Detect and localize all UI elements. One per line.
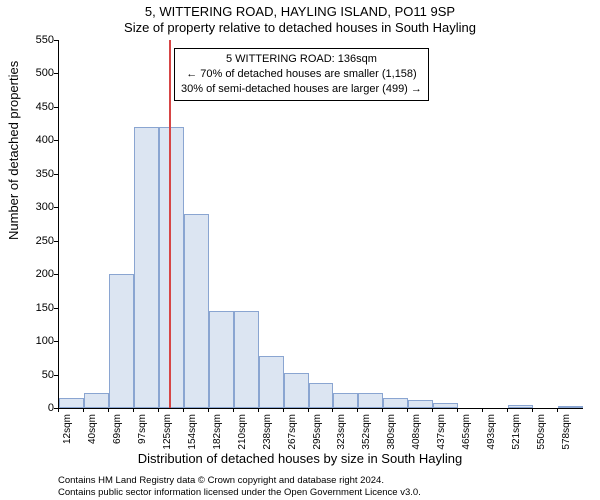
y-tick-label: 450	[26, 101, 54, 113]
annotation-line-3: 30% of semi-detached houses are larger (…	[181, 82, 422, 97]
y-tick-label: 150	[26, 302, 54, 314]
histogram-bar	[234, 311, 259, 408]
x-tick-label: 521sqm	[511, 414, 522, 464]
x-tick-mark	[382, 408, 383, 412]
y-tick-mark	[54, 241, 58, 242]
x-tick-label: 578sqm	[561, 414, 572, 464]
x-tick-label: 210sqm	[237, 414, 248, 464]
x-tick-mark	[482, 408, 483, 412]
y-tick-label: 550	[26, 34, 54, 46]
histogram-bar	[159, 127, 184, 408]
y-tick-label: 350	[26, 168, 54, 180]
x-tick-mark	[183, 408, 184, 412]
x-tick-mark	[233, 408, 234, 412]
footer-line-1: Contains HM Land Registry data © Crown c…	[58, 475, 592, 486]
x-tick-mark	[457, 408, 458, 412]
x-tick-mark	[507, 408, 508, 412]
histogram-bar	[433, 403, 458, 408]
y-tick-label: 300	[26, 201, 54, 213]
x-tick-label: 69sqm	[112, 414, 123, 464]
x-tick-mark	[557, 408, 558, 412]
x-tick-label: 323sqm	[336, 414, 347, 464]
y-axis-label: Number of detached properties	[6, 61, 21, 240]
histogram-bar	[333, 393, 358, 408]
annotation-line-1: 5 WITTERING ROAD: 136sqm	[181, 52, 422, 67]
x-tick-label: 295sqm	[312, 414, 323, 464]
histogram-bar	[309, 383, 334, 408]
x-tick-label: 267sqm	[287, 414, 298, 464]
x-tick-mark	[133, 408, 134, 412]
histogram-bar	[408, 400, 433, 408]
histogram-bar	[184, 214, 209, 408]
y-tick-label: 100	[26, 335, 54, 347]
x-tick-label: 380sqm	[386, 414, 397, 464]
y-tick-mark	[54, 40, 58, 41]
y-tick-mark	[54, 308, 58, 309]
x-tick-label: 408sqm	[411, 414, 422, 464]
histogram-bar	[358, 393, 383, 408]
histogram-bar	[259, 356, 284, 408]
x-tick-mark	[407, 408, 408, 412]
annotation-box: 5 WITTERING ROAD: 136sqm ← 70% of detach…	[174, 48, 429, 101]
x-tick-label: 125sqm	[162, 414, 173, 464]
x-tick-mark	[83, 408, 84, 412]
x-tick-mark	[158, 408, 159, 412]
footer-attribution: Contains HM Land Registry data © Crown c…	[58, 475, 592, 498]
y-tick-label: 500	[26, 67, 54, 79]
chart-title-line-1: 5, WITTERING ROAD, HAYLING ISLAND, PO11 …	[0, 4, 600, 19]
x-tick-label: 182sqm	[212, 414, 223, 464]
x-tick-mark	[308, 408, 309, 412]
footer-line-2: Contains public sector information licen…	[58, 487, 592, 498]
histogram-bar	[209, 311, 234, 408]
y-tick-mark	[54, 174, 58, 175]
x-tick-label: 97sqm	[137, 414, 148, 464]
chart-container: 5, WITTERING ROAD, HAYLING ISLAND, PO11 …	[0, 0, 600, 500]
x-tick-mark	[357, 408, 358, 412]
x-tick-mark	[283, 408, 284, 412]
x-tick-mark	[208, 408, 209, 412]
y-tick-label: 0	[26, 402, 54, 414]
histogram-bar	[508, 405, 533, 408]
y-tick-mark	[54, 207, 58, 208]
histogram-bar	[134, 127, 159, 408]
histogram-bar	[109, 274, 134, 408]
histogram-bar	[383, 398, 408, 408]
y-tick-mark	[54, 274, 58, 275]
y-tick-mark	[54, 140, 58, 141]
x-tick-label: 465sqm	[461, 414, 472, 464]
property-marker-line	[169, 40, 171, 408]
x-tick-label: 352sqm	[361, 414, 372, 464]
x-tick-label: 437sqm	[436, 414, 447, 464]
x-tick-label: 550sqm	[536, 414, 547, 464]
y-tick-label: 250	[26, 235, 54, 247]
histogram-bar	[284, 373, 309, 408]
y-tick-label: 200	[26, 268, 54, 280]
x-tick-mark	[432, 408, 433, 412]
y-tick-mark	[54, 341, 58, 342]
x-tick-mark	[258, 408, 259, 412]
x-tick-label: 40sqm	[87, 414, 98, 464]
annotation-line-2: ← 70% of detached houses are smaller (1,…	[181, 67, 422, 82]
x-tick-label: 154sqm	[187, 414, 198, 464]
x-tick-mark	[332, 408, 333, 412]
histogram-bar	[558, 406, 583, 408]
y-tick-mark	[54, 375, 58, 376]
plot-area: 5 WITTERING ROAD: 136sqm ← 70% of detach…	[58, 40, 583, 409]
histogram-bar	[59, 398, 84, 408]
x-tick-label: 238sqm	[262, 414, 273, 464]
y-tick-mark	[54, 107, 58, 108]
x-tick-mark	[108, 408, 109, 412]
x-tick-label: 12sqm	[62, 414, 73, 464]
y-tick-mark	[54, 73, 58, 74]
histogram-bar	[84, 393, 109, 408]
y-tick-label: 400	[26, 134, 54, 146]
x-tick-mark	[58, 408, 59, 412]
y-tick-label: 50	[26, 369, 54, 381]
x-tick-label: 493sqm	[486, 414, 497, 464]
x-tick-mark	[532, 408, 533, 412]
chart-title-line-2: Size of property relative to detached ho…	[0, 20, 600, 35]
